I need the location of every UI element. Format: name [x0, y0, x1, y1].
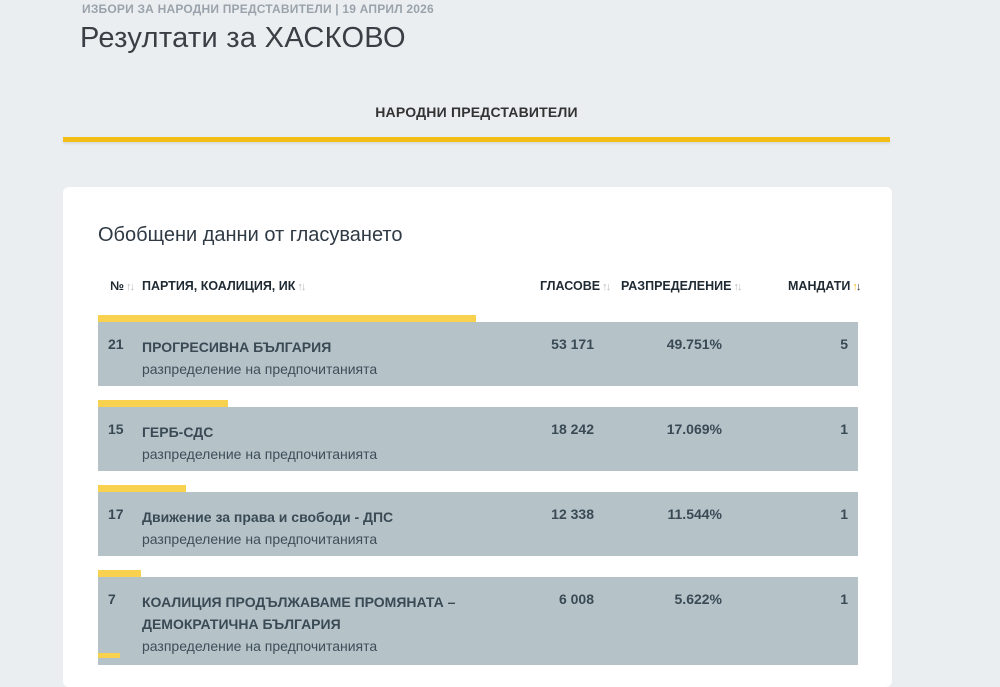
results-card: Обобщени данни от гласуването № ↑↓ ПАРТИЯ… [63, 187, 892, 687]
party-row[interactable]: 17 Движение за права и свободи - ДПС раз… [98, 492, 858, 556]
column-label-num: № [110, 279, 124, 293]
share-bar [98, 485, 186, 492]
party-percentage: 11.544% [667, 506, 723, 522]
results-table: 21 ПРОГРЕСИВНА БЪЛГАРИЯ разпределение на… [98, 315, 858, 679]
sort-icon: ↑↓ [733, 281, 742, 293]
party-name-cell: ПРОГРЕСИВНА БЪЛГАРИЯ разпределение на пр… [142, 336, 472, 380]
party-percentage: 5.622% [674, 591, 722, 607]
party-seats: 1 [840, 506, 848, 522]
party-votes: 18 242 [551, 421, 594, 437]
party-name-cell: КОАЛИЦИЯ ПРОДЪЛЖАВАМЕ ПРОМЯНАТА – ДЕМОКР… [142, 591, 472, 657]
column-header-seats[interactable]: МАНДАТИ ↑↓ [788, 279, 861, 293]
sort-icon: ↑↓ [125, 281, 135, 293]
column-header-share[interactable]: РАЗПРЕДЕЛЕНИЕ ↑↓ [621, 279, 742, 293]
share-bar [98, 315, 477, 322]
party-seats: 1 [840, 421, 848, 437]
table-row: 17 Движение за права и свободи - ДПС раз… [98, 485, 858, 556]
party-name: Движение за права и свободи - ДПС [142, 509, 394, 525]
column-label-votes: ГЛАСОВЕ [540, 279, 601, 293]
party-number: 15 [108, 421, 124, 437]
card-title: Обобщени данни от гласуването [98, 224, 403, 246]
table-row: 21 ПРОГРЕСИВНА БЪЛГАРИЯ разпределение на… [98, 315, 858, 386]
sort-desc-icon: ↑↓ [852, 281, 861, 293]
party-name: ПРОГРЕСИВНА БЪЛГАРИЯ [142, 339, 332, 355]
party-row[interactable]: 7 КОАЛИЦИЯ ПРОДЪЛЖАВАМЕ ПРОМЯНАТА – ДЕМО… [98, 577, 858, 665]
share-bar [98, 400, 228, 407]
party-seats: 1 [840, 591, 848, 607]
table-row: 15 ГЕРБ-СДС разпределение на предпочитан… [98, 400, 858, 471]
sort-icon: ↑↓ [297, 281, 306, 293]
party-name: КОАЛИЦИЯ ПРОДЪЛЖАВАМЕ ПРОМЯНАТА – ДЕМОКР… [142, 594, 456, 632]
party-percentage: 17.069% [666, 421, 722, 437]
preferences-link[interactable]: разпределение на предпочитанията [142, 531, 378, 547]
party-seats: 5 [840, 336, 848, 352]
column-label-seats: МАНДАТИ [788, 279, 851, 293]
page-title: Резултати за ХАСКОВО [80, 22, 406, 54]
party-number: 17 [108, 506, 124, 522]
column-header-num[interactable]: № ↑↓ [110, 279, 135, 293]
preferences-link[interactable]: разпределение на предпочитанията [142, 446, 378, 462]
tab-active-indicator [63, 137, 890, 142]
party-percentage: 49.751% [666, 336, 722, 352]
party-row[interactable]: 15 ГЕРБ-СДС разпределение на предпочитан… [98, 407, 858, 471]
party-votes: 53 171 [551, 336, 594, 352]
preferences-link[interactable]: разпределение на предпочитанията [142, 638, 378, 654]
sort-icon: ↑↓ [602, 281, 611, 293]
column-label-party: ПАРТИЯ, КОАЛИЦИЯ, ИК [142, 279, 296, 293]
party-name: ГЕРБ-СДС [142, 424, 214, 440]
table-header: № ↑↓ ПАРТИЯ, КОАЛИЦИЯ, ИК ↑↓ ГЛАСОВЕ ↑↓ РАЗ… [98, 279, 861, 299]
election-kicker: ИЗБОРИ ЗА НАРОДНИ ПРЕДСТАВИТЕЛИ | 19 АПР… [82, 2, 434, 16]
party-name-cell: Движение за права и свободи - ДПС разпре… [142, 506, 472, 550]
column-label-share: РАЗПРЕДЕЛЕНИЕ [621, 279, 732, 293]
column-header-votes[interactable]: ГЛАСОВЕ ↑↓ [540, 279, 611, 293]
party-votes: 12 338 [551, 506, 594, 522]
share-bar [98, 570, 141, 577]
table-row: 7 КОАЛИЦИЯ ПРОДЪЛЖАВАМЕ ПРОМЯНАТА – ДЕМО… [98, 570, 858, 665]
party-number: 21 [108, 336, 124, 352]
column-header-party[interactable]: ПАРТИЯ, КОАЛИЦИЯ, ИК ↑↓ [142, 279, 306, 293]
party-votes: 6 008 [558, 591, 594, 607]
party-row[interactable]: 21 ПРОГРЕСИВНА БЪЛГАРИЯ разпределение на… [98, 322, 858, 386]
party-name-cell: ГЕРБ-СДС разпределение на предпочитаният… [142, 421, 472, 465]
share-bar [98, 653, 120, 658]
tab-label: НАРОДНИ ПРЕДСТАВИТЕЛИ [375, 104, 578, 120]
party-number: 7 [108, 591, 116, 607]
preferences-link[interactable]: разпределение на предпочитанията [142, 361, 378, 377]
tab-national-representatives[interactable]: НАРОДНИ ПРЕДСТАВИТЕЛИ [63, 98, 890, 142]
